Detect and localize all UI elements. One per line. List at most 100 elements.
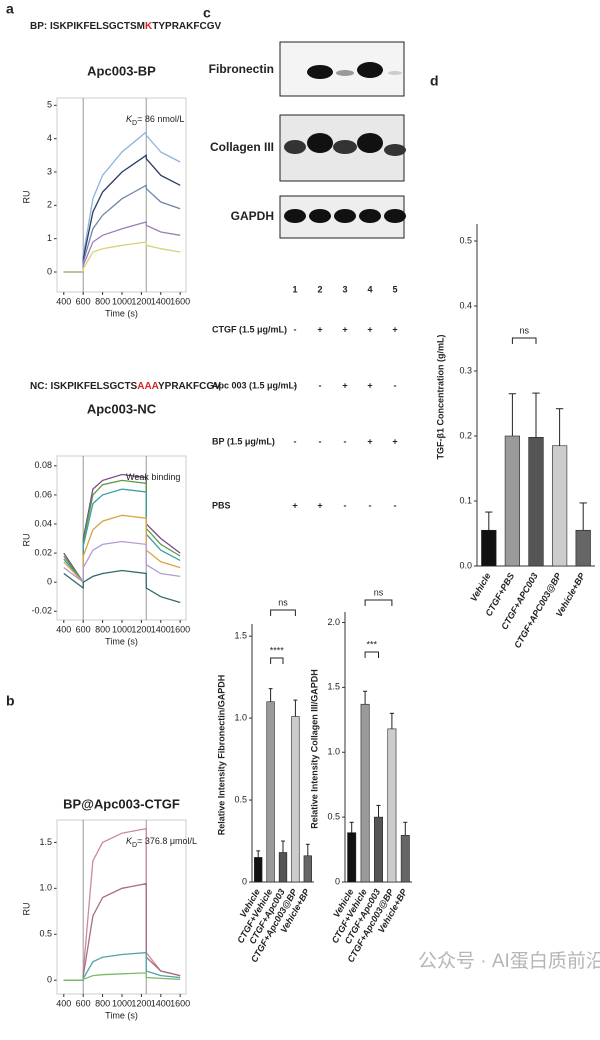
x-tick-label: 1600 — [170, 998, 190, 1008]
blot-protein: GAPDH — [231, 209, 274, 223]
x-axis-label: Time (s) — [105, 308, 138, 318]
significance-bracket — [270, 609, 296, 616]
treatment-sign: - — [319, 436, 322, 446]
x-tick-label: 800 — [95, 624, 110, 634]
panel-label: a — [6, 1, 14, 17]
bar — [266, 701, 275, 883]
treatment-sign: + — [317, 500, 322, 510]
chart-title: BP@Apc003-CTGF — [63, 796, 180, 811]
x-tick-label: 1600 — [170, 296, 190, 306]
blot-band — [359, 209, 381, 223]
y-tick-label: 0.0 — [459, 560, 472, 570]
blot-band — [307, 133, 333, 153]
sensorgram — [63, 154, 181, 273]
bar — [504, 435, 521, 567]
treatment-sign: - — [394, 380, 397, 390]
significance-bracket — [364, 599, 393, 606]
x-tick-label: 600 — [76, 998, 91, 1008]
y-tick-label: 0.02 — [34, 547, 52, 557]
y-tick-label: 0.06 — [34, 489, 52, 499]
annotation-part: K — [126, 114, 133, 124]
sequence-part: TYPRAKFCGV — [152, 21, 221, 32]
lane-number: 3 — [342, 284, 347, 294]
treatment-sign: - — [344, 500, 347, 510]
y-tick-label: 0 — [47, 577, 52, 587]
x-axis-label: Time (s) — [105, 1010, 138, 1020]
blot-band — [334, 209, 356, 223]
significance-bracket — [511, 337, 537, 344]
chart-title: Apc003-NC — [87, 401, 157, 416]
y-tick-label: 5 — [47, 100, 52, 110]
sequence-part: K — [145, 21, 153, 32]
y-tick-label: 0.2 — [459, 430, 472, 440]
sensorgram — [63, 488, 181, 584]
panel-label: b — [6, 693, 15, 709]
treatment-sign: + — [392, 324, 397, 334]
x-tick-label: 1000 — [112, 296, 132, 306]
sensorgram — [63, 473, 181, 585]
y-axis-label: Relative Intensity Collagen III/GAPDH — [309, 669, 319, 829]
treatment-sign: + — [367, 436, 372, 446]
annotation-part: K — [126, 836, 133, 846]
blot-band — [309, 209, 331, 223]
treatment-label: BP (1.5 μg/mL) — [212, 436, 275, 446]
sensorgram — [63, 951, 181, 981]
x-tick-label: 600 — [76, 624, 91, 634]
watermark: 公众号 · AI蛋白质前沿站 — [418, 950, 600, 972]
treatment-label: PBS — [212, 500, 231, 510]
y-tick-label: 0 — [335, 876, 340, 886]
blot-band — [336, 70, 354, 76]
y-tick-label: 0.4 — [459, 300, 472, 310]
y-tick-label: 0.04 — [34, 518, 52, 528]
treatment-sign: - — [394, 500, 397, 510]
western-blot: Fibronectin Collagen III GAPDH — [209, 41, 406, 239]
significance-label: ns — [374, 587, 384, 597]
y-tick-label: 1 — [47, 233, 52, 243]
treatment-sign: - — [294, 324, 297, 334]
significance-label: **** — [270, 645, 285, 655]
sensorgram — [63, 221, 181, 273]
bar — [400, 834, 410, 883]
treatment-sign: - — [294, 380, 297, 390]
treatment-sign: + — [367, 380, 372, 390]
bar — [575, 529, 591, 567]
blot-band — [333, 140, 357, 154]
y-tick-label: 0.08 — [34, 460, 52, 470]
sequence: BP: ISKPIKFELSGCTSMKTYPRAKFCGV — [30, 21, 221, 32]
sensorgram — [63, 241, 181, 273]
y-axis-label: RU — [21, 191, 31, 204]
y-tick-label: 0.5 — [459, 235, 472, 245]
annotation-part: D — [132, 842, 137, 849]
blot-band — [357, 62, 383, 78]
chart: Apc003-NC NC: ISKPIKFELSGCTSAAAYPRAKFCGV 0… — [21, 381, 221, 647]
treatment-sign: + — [317, 324, 322, 334]
chart: 00.51.01.52.0VehicleCTGF+VehicleCTGF+Apc… — [309, 587, 412, 964]
x-tick-label: 1200 — [131, 624, 151, 634]
y-tick-label: 0.3 — [459, 365, 472, 375]
bar — [387, 728, 397, 883]
significance-bracket — [364, 651, 379, 658]
blot-band — [284, 209, 306, 223]
blot-frame — [279, 41, 405, 97]
x-tick-label: 400 — [56, 624, 71, 634]
sequence-part: AAA — [137, 381, 158, 392]
sensorgram — [63, 882, 181, 981]
bar — [347, 832, 357, 883]
lane-number: 1 — [292, 284, 297, 294]
lane-number: 4 — [367, 284, 372, 294]
bar — [278, 852, 288, 883]
treatment-label: Apc 003 (1.5 μg/mL) — [212, 380, 297, 390]
sequence-part: YPRAKFCGV — [158, 381, 221, 392]
annotation-part: D — [132, 120, 137, 127]
chart: BP@Apc003-CTGF 0 0.5 1.0 1.5 400 600 800 1000 120… — [21, 796, 197, 1020]
x-tick-label: 400 — [56, 998, 71, 1008]
x-tick-label: 1400 — [151, 624, 171, 634]
chart: 00.51.01.5VehicleCTGF+VehicleCTGF+Apc003… — [216, 597, 314, 964]
significance-label: ns — [278, 597, 288, 607]
sensorgram — [63, 827, 181, 981]
chart: 0.00.10.20.30.40.5VehicleCTGF+PBSCTGF+AP… — [435, 224, 595, 650]
treatment-sign: - — [319, 380, 322, 390]
blot-band — [357, 133, 383, 153]
y-tick-label: 1.0 — [327, 747, 340, 757]
